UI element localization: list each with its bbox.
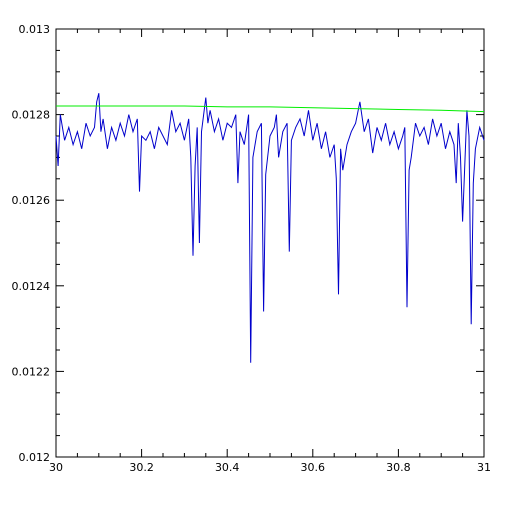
series-line-1 <box>55 93 485 363</box>
series-line-2 <box>56 105 485 113</box>
y-tick-label: 0.0124 <box>12 280 51 293</box>
x-tick-label: 30.8 <box>386 461 411 474</box>
y-tick-labels: 0.012 0.0122 0.0124 0.0126 0.0128 0.013 <box>12 23 51 464</box>
plot-frame <box>55 28 485 458</box>
x-tick-labels: 30 30.2 30.4 30.6 30.8 31 <box>49 461 491 474</box>
data-series <box>55 93 485 363</box>
y-tick-label: 0.0122 <box>12 365 51 378</box>
y-tick-label: 0.0128 <box>12 109 51 122</box>
x-tick-label: 31 <box>477 461 491 474</box>
y-tick-label: 0.013 <box>19 23 51 36</box>
x-tick-label: 30 <box>49 461 63 474</box>
axis-ticks <box>55 28 485 458</box>
x-tick-label: 30.6 <box>301 461 326 474</box>
y-tick-label: 0.0126 <box>12 194 51 207</box>
x-tick-label: 30.2 <box>129 461 154 474</box>
y-tick-label: 0.012 <box>19 451 51 464</box>
x-tick-label: 30.4 <box>215 461 240 474</box>
